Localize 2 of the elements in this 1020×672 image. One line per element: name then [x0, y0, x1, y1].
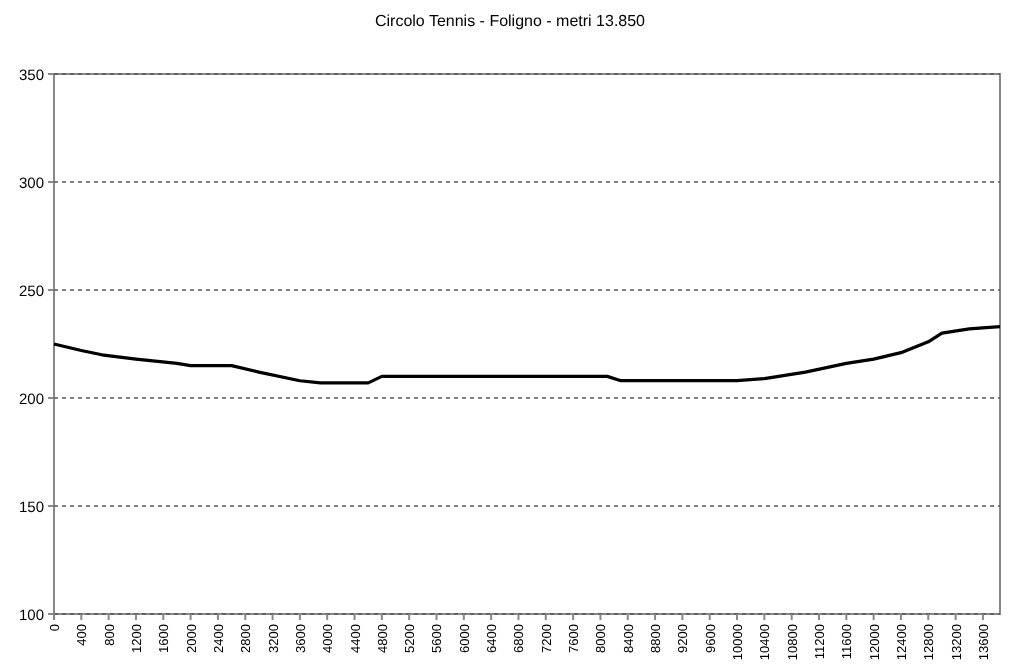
chart-title: Circolo Tennis - Foligno - metri 13.850	[374, 12, 647, 30]
line-series	[52, 325, 1002, 385]
